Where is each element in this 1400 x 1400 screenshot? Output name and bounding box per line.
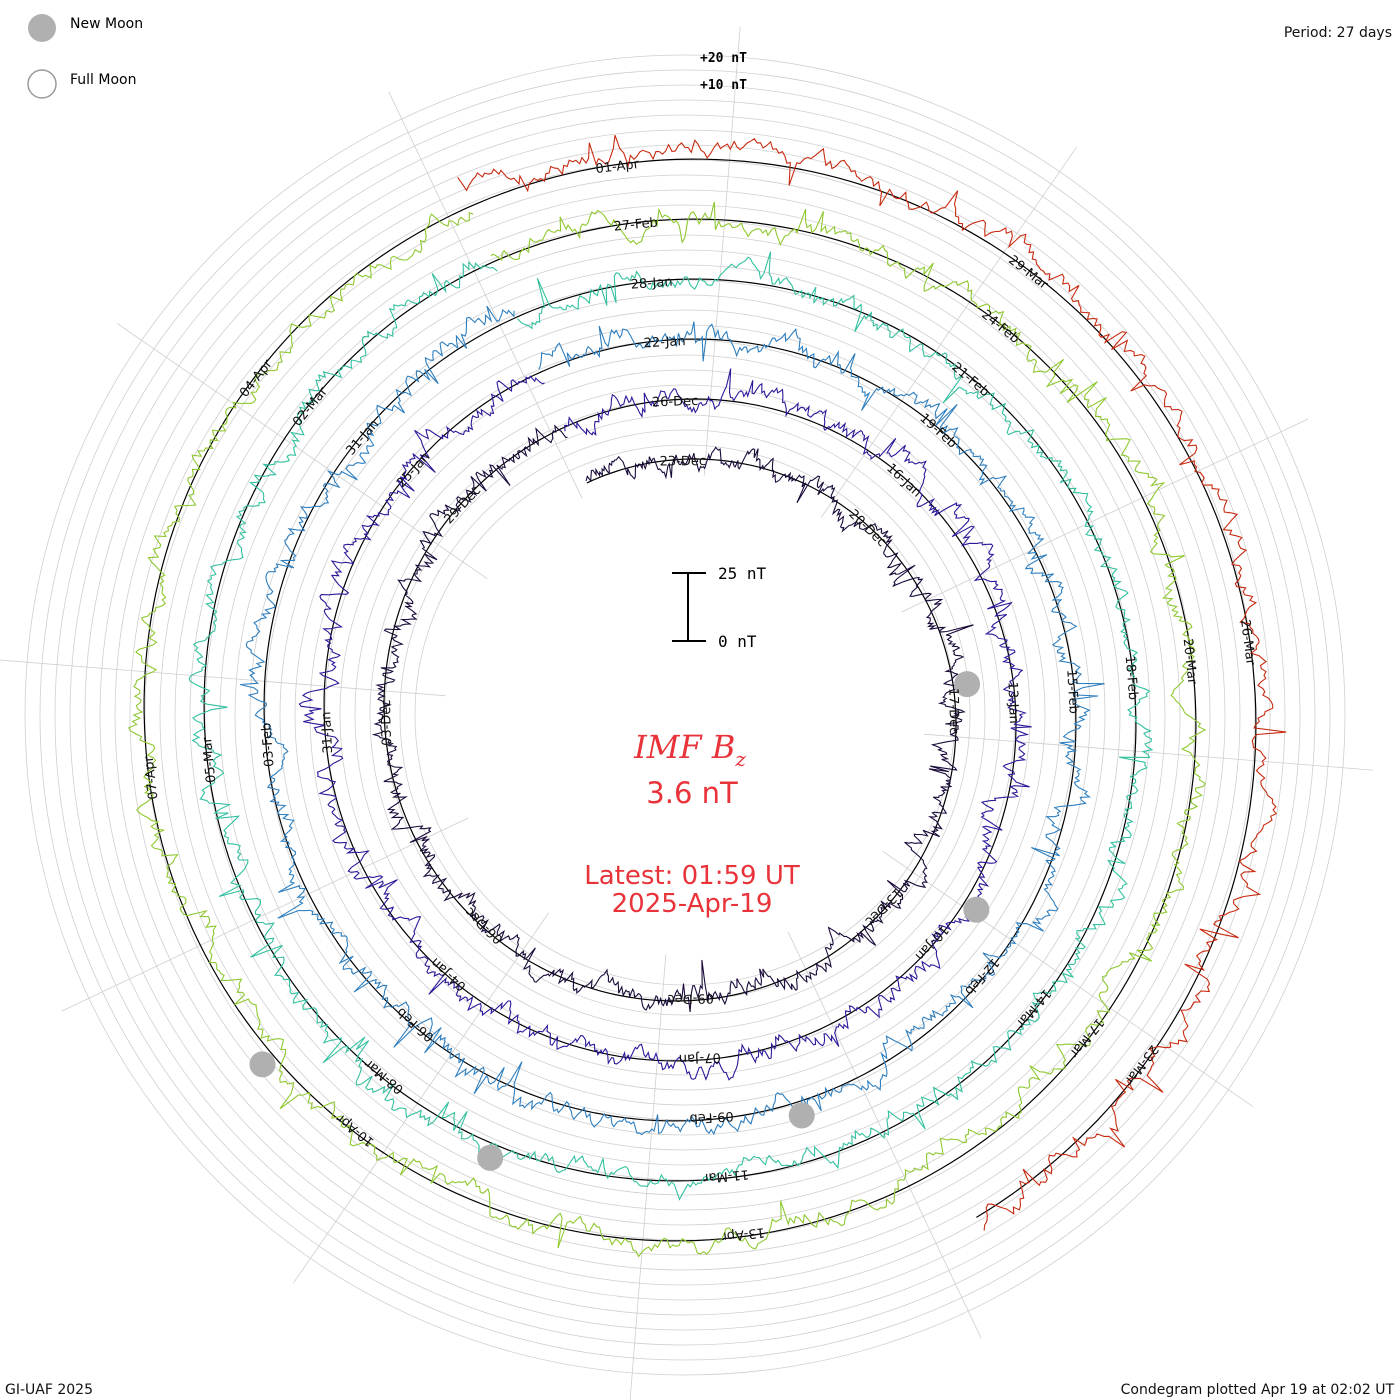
series-trace-2: [298, 368, 1032, 1081]
series-trace-5: [128, 201, 1207, 1258]
date-label: 03-Dec: [379, 699, 395, 746]
grid-ring: [99, 129, 1271, 1301]
grid-spoke: [61, 817, 469, 1012]
new-moon-marker: [249, 1051, 276, 1078]
date-label: 10-Apr: [333, 1110, 377, 1149]
scale-top-label: 25 nT: [718, 564, 767, 583]
grid-ring: [354, 384, 1016, 1046]
date-label: 09-Dec: [667, 990, 714, 1006]
date-label: 23-Dec: [660, 454, 707, 469]
date-label: 07-Jan: [678, 1049, 721, 1066]
date-label: 05-Mar: [200, 736, 219, 784]
date-label: 18-Feb: [1122, 655, 1141, 700]
date-label: 31-Jan: [319, 711, 336, 754]
new-moon-marker: [477, 1144, 504, 1171]
grid-spoke: [629, 954, 667, 1400]
grid-ring: [264, 294, 1106, 1136]
ring-label-10: +10 nT: [700, 78, 747, 93]
date-label: 13-Dec: [862, 885, 905, 929]
date-label: 13-Apr: [720, 1224, 765, 1244]
series-trace-6: [457, 135, 1287, 1231]
grid-spoke: [0, 659, 446, 697]
date-label: 13-Jan: [1004, 682, 1021, 725]
title-main: IMF B: [633, 728, 735, 766]
new-moon-marker: [963, 896, 990, 923]
baseline-spiral: [143, 158, 1257, 1242]
grid-ring: [114, 144, 1256, 1286]
latest-date: 2025-Apr-19: [612, 889, 773, 919]
grid-spoke: [388, 91, 583, 499]
grid-ring: [399, 429, 971, 1001]
grid-spoke: [901, 418, 1309, 613]
grid-ring: [339, 369, 1031, 1061]
grid-spoke: [703, 27, 741, 476]
grid-spoke: [882, 850, 1254, 1107]
grid-ring: [189, 219, 1181, 1211]
ring-label-20: +20 nT: [700, 51, 747, 66]
grid-ring: [324, 354, 1046, 1076]
date-label: 20-Mar: [1180, 638, 1200, 686]
series-trace-4: [188, 251, 1154, 1201]
date-label: 26-Mar: [1237, 619, 1258, 667]
date-label: 20-Dec: [845, 507, 889, 550]
new-moon-marker: [788, 1102, 815, 1129]
period-label: Period: 27 days: [1284, 25, 1392, 41]
date-label: 23-Mar: [1121, 1042, 1161, 1088]
date-label: 03-Feb: [259, 722, 277, 767]
grid-spoke: [820, 146, 1077, 518]
chart-title: IMF Bz: [633, 728, 746, 771]
grid-ring: [144, 174, 1226, 1256]
data-layer: [128, 135, 1287, 1258]
grid-ring: [39, 69, 1331, 1361]
latest-time: Latest: 01:59 UT: [584, 861, 800, 891]
grid-ring: [309, 339, 1061, 1091]
series-trace-3: [239, 305, 1105, 1136]
scale-bar: [672, 572, 706, 642]
grid-ring: [249, 279, 1121, 1151]
grid-ring: [129, 159, 1241, 1271]
grid-ring: [294, 324, 1076, 1106]
grid-ring: [219, 249, 1151, 1181]
date-label: 27-Feb: [613, 215, 659, 234]
date-label: 07-Apr: [141, 755, 161, 801]
date-label: 26-Dec: [652, 394, 699, 410]
new-moon-label: New Moon: [70, 16, 143, 32]
date-label: 16-Jan: [883, 461, 924, 501]
new-moon-marker: [954, 671, 981, 698]
grid-ring: [384, 414, 986, 1016]
grid-ring: [54, 84, 1316, 1346]
footer-credit: GI-UAF 2025: [5, 1382, 93, 1398]
date-label: 11-Mar: [702, 1166, 750, 1185]
date-label: 01-Apr: [595, 157, 641, 177]
scale-bottom-label: 0 nT: [718, 632, 757, 651]
date-label: 04-Apr: [237, 357, 276, 401]
grid-ring: [84, 114, 1286, 1316]
grid-ring: [24, 54, 1346, 1376]
date-label: 28-Jan: [630, 275, 673, 293]
date-label: 15-Feb: [1063, 669, 1081, 714]
grid-spoke: [293, 912, 550, 1284]
current-value: 3.6 nT: [646, 776, 738, 810]
grid-spoke: [924, 733, 1373, 771]
grid-ring: [234, 264, 1136, 1166]
date-label: 22-Jan: [643, 334, 686, 351]
grid-ring: [174, 204, 1196, 1226]
grid-ring: [69, 99, 1301, 1331]
full-moon-icon: [27, 69, 57, 99]
footer-plotted: Condegram plotted Apr 19 at 02:02 UT: [1121, 1382, 1395, 1398]
grid-ring: [279, 309, 1091, 1121]
date-label: 17-Dec: [945, 688, 961, 735]
title-subscript: z: [734, 747, 746, 771]
grid-layer: [0, 27, 1373, 1400]
series-trace-1: [371, 424, 974, 1012]
new-moon-icon: [28, 14, 56, 42]
date-label: 29-Dec: [441, 483, 484, 527]
full-moon-label: Full Moon: [70, 72, 136, 88]
date-label: 09-Feb: [689, 1108, 734, 1126]
grid-ring: [369, 399, 1001, 1031]
grid-ring: [414, 444, 956, 986]
